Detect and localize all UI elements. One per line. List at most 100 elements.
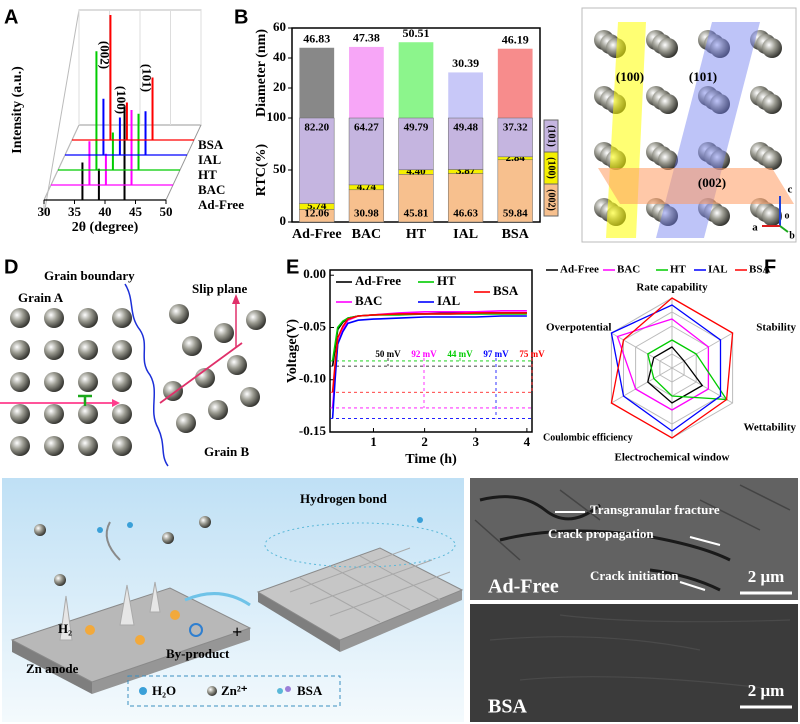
x-tick-label: 40 bbox=[99, 204, 112, 219]
y-tick-label: -0.10 bbox=[299, 371, 326, 386]
arrow bbox=[105, 521, 121, 561]
value-label: 46.83 bbox=[303, 32, 330, 46]
atom bbox=[44, 308, 64, 328]
series-polygon bbox=[616, 318, 710, 411]
legend-label: (100) bbox=[546, 157, 557, 179]
annotation: Slip plane bbox=[192, 281, 248, 296]
atom bbox=[658, 206, 678, 226]
annotation: Grain boundary bbox=[44, 268, 135, 283]
atom bbox=[78, 436, 98, 456]
axis-label: Electrochemical window bbox=[615, 452, 730, 464]
bubble bbox=[189, 623, 203, 637]
grain-boundary-line bbox=[124, 283, 169, 467]
zn-ion bbox=[162, 532, 174, 544]
atom bbox=[710, 94, 730, 114]
x-tick-label: 4 bbox=[524, 434, 531, 449]
y-tick-label: 100 bbox=[267, 109, 287, 124]
stacked-bar bbox=[299, 117, 335, 204]
value-label: 49.79 bbox=[404, 122, 429, 134]
byproduct bbox=[59, 595, 73, 641]
value-label: 37.32 bbox=[503, 122, 528, 134]
series-line bbox=[331, 310, 527, 409]
y-axis-title: Intensity (a.u.) bbox=[10, 66, 25, 154]
value-label: 30.39 bbox=[452, 56, 479, 70]
byproduct bbox=[135, 635, 145, 645]
y-axis-title: Diameter (nm) bbox=[254, 29, 269, 117]
x-tick-label: 50 bbox=[160, 204, 173, 219]
annotation: Transgranular fracture bbox=[590, 502, 720, 517]
legend-icon bbox=[277, 688, 283, 694]
x-tick-label: BSA bbox=[502, 227, 530, 242]
series-label: BAC bbox=[198, 182, 225, 197]
legend-label: IAL bbox=[437, 293, 460, 308]
schematic-panel: Hydrogen bond H₂ Zn anode By-product + H… bbox=[2, 478, 464, 722]
atom bbox=[208, 400, 228, 420]
series-label: IAL bbox=[198, 152, 221, 167]
atom bbox=[112, 372, 132, 392]
overpotential-label: 97 mV bbox=[483, 349, 509, 359]
overpotential-label: 50 mV bbox=[375, 349, 401, 359]
atom bbox=[658, 94, 678, 114]
panel-label: E bbox=[286, 256, 299, 278]
legend-label: BSA bbox=[749, 264, 770, 276]
legend-box bbox=[127, 675, 341, 707]
series-line bbox=[331, 315, 527, 419]
series-polygon bbox=[610, 304, 722, 432]
series-label: Ad-Free bbox=[198, 197, 244, 212]
atom bbox=[710, 206, 730, 226]
byproduct bbox=[85, 625, 95, 635]
atom bbox=[163, 381, 183, 401]
overpotential-label: 92 mV bbox=[411, 349, 437, 359]
axis-label: a bbox=[752, 222, 758, 234]
bar bbox=[497, 48, 533, 119]
stacked-bar bbox=[348, 117, 385, 186]
zn-ion bbox=[199, 516, 211, 528]
annotation: Zn anode bbox=[26, 661, 79, 676]
atom-group bbox=[10, 304, 266, 456]
plane-002 bbox=[598, 168, 794, 204]
atom bbox=[762, 206, 782, 226]
atom bbox=[78, 308, 98, 328]
atom bbox=[227, 355, 247, 375]
stacked-bar bbox=[447, 173, 484, 223]
surface-pattern bbox=[289, 547, 451, 623]
axis-label: b bbox=[789, 230, 795, 241]
legend-swatch bbox=[543, 119, 559, 153]
annotation: Crack propagation bbox=[548, 526, 654, 541]
annotation: Grain B bbox=[204, 444, 249, 459]
bar bbox=[398, 42, 434, 118]
atom bbox=[710, 38, 730, 58]
spoke bbox=[611, 367, 673, 404]
y-tick-label: 0 bbox=[280, 213, 287, 228]
bar bbox=[299, 47, 335, 118]
atom bbox=[658, 38, 678, 58]
y-tick-label: 60 bbox=[273, 19, 286, 34]
value-label: 59.84 bbox=[503, 208, 528, 220]
sem-panel: Transgranular fracture Crack propagation… bbox=[470, 478, 798, 722]
plane-label: (002) bbox=[698, 175, 726, 190]
peak-label: (100) bbox=[114, 86, 129, 114]
series-label: BSA bbox=[198, 137, 224, 152]
legend-icon bbox=[139, 687, 147, 695]
x-axis-title: Time (h) bbox=[405, 452, 457, 467]
atom bbox=[44, 404, 64, 424]
panel-label: D bbox=[4, 256, 18, 278]
overpotential-label: 44 mV bbox=[447, 349, 473, 359]
atom bbox=[78, 372, 98, 392]
atom bbox=[762, 38, 782, 58]
sample-label: Ad-Free bbox=[488, 576, 559, 598]
annotation: + bbox=[232, 622, 242, 642]
legend-label: BSA bbox=[493, 283, 519, 298]
peak-label: (002) bbox=[97, 41, 112, 69]
value-label: 12.06 bbox=[304, 208, 329, 220]
annotation: Hydrogen bond bbox=[300, 491, 388, 506]
atom bbox=[10, 436, 30, 456]
atom bbox=[78, 340, 98, 360]
atom bbox=[214, 323, 234, 343]
x-tick-label: 45 bbox=[129, 204, 143, 219]
spoke bbox=[671, 332, 733, 369]
x-tick-label: 3 bbox=[472, 434, 479, 449]
panel-label: F bbox=[764, 256, 776, 278]
y-axis-title: RTC(%) bbox=[254, 143, 269, 196]
